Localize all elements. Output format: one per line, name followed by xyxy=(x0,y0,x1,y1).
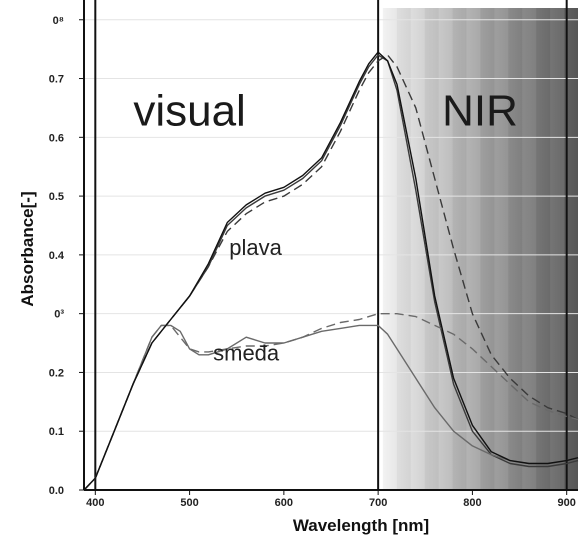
series-annotation-0: plava xyxy=(229,235,282,260)
x-tick-label: 800 xyxy=(463,497,481,509)
y-tick-label: 0⁸ xyxy=(53,15,64,27)
nir-shade-band xyxy=(508,8,523,490)
nir-shade-band xyxy=(466,8,481,490)
nir-shade-band xyxy=(438,8,453,490)
y-tick-label: 0.2 xyxy=(49,367,64,379)
y-tick-label: 0.1 xyxy=(49,426,64,438)
x-tick-label: 600 xyxy=(275,497,293,509)
series-line-3 xyxy=(83,313,579,491)
y-axis-title: Absorbance[-] xyxy=(18,191,37,306)
axes xyxy=(83,0,578,491)
y-tick-label: 0.0 xyxy=(49,485,64,497)
region-label-nir: NIR xyxy=(442,87,518,136)
x-axis-title: Wavelength [nm] xyxy=(293,516,429,535)
nir-shade-bands xyxy=(382,8,578,490)
x-tick-label: 900 xyxy=(558,497,576,509)
nir-shade-band xyxy=(424,8,439,490)
nir-shade-band xyxy=(410,8,425,490)
region-label-visual: visual xyxy=(133,87,246,136)
nir-shade-band xyxy=(382,8,397,490)
nir-shade-band xyxy=(494,8,509,490)
y-tick-label: 0³ xyxy=(54,309,64,321)
y-tick-label: 0.5 xyxy=(49,191,64,203)
chart-text: Wavelength [nm] Absorbance[-] visual NIR pla… xyxy=(18,87,518,535)
nir-shade-band xyxy=(480,8,495,490)
nir-shade-band xyxy=(522,8,537,490)
nir-shade-band xyxy=(536,8,551,490)
y-tick-label: 0.4 xyxy=(49,250,65,262)
series-lines xyxy=(83,51,579,491)
region-divider-lines xyxy=(94,0,568,490)
x-tick-label: 700 xyxy=(369,497,387,509)
nir-shade-band xyxy=(452,8,467,490)
x-tick-label: 400 xyxy=(86,497,104,509)
nir-shade-band xyxy=(396,8,411,490)
tick-labels: 400 500 600 700 800 900 0.0 0.1 0.2 0³ 0.4 0.5 0.6 0.… xyxy=(49,15,576,509)
y-tick-label: 0.6 xyxy=(49,132,64,144)
series-annotation-1: smeđa xyxy=(213,341,280,366)
x-tick-label: 500 xyxy=(180,497,198,509)
series-line-4 xyxy=(83,51,579,491)
y-tick-label: 0.7 xyxy=(49,74,64,86)
nir-shade-band xyxy=(550,8,565,490)
